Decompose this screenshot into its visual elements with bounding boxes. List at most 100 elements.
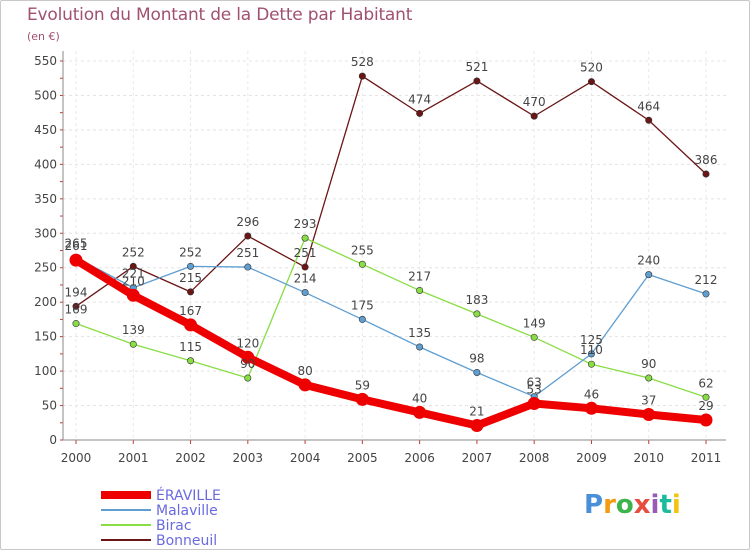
data-label-eraville: 37 <box>641 394 656 408</box>
series-line-bonneuil <box>75 75 707 307</box>
data-point-eraville <box>184 318 198 332</box>
data-label-malaville: 175 <box>351 298 374 312</box>
data-point-birac <box>530 333 538 341</box>
data-label-bonneuil: 296 <box>236 215 259 229</box>
data-point-birac <box>645 374 653 382</box>
data-point-bonneuil <box>301 263 309 271</box>
data-point-bonneuil <box>645 116 653 124</box>
data-label-eraville: 210 <box>122 274 145 288</box>
data-label-eraville: 120 <box>236 336 259 350</box>
data-label-birac: 293 <box>294 217 317 231</box>
data-point-malaville <box>244 263 252 271</box>
legend-label-birac: Birac <box>156 518 192 534</box>
y-tick-label: 450 <box>34 123 57 137</box>
data-label-birac: 149 <box>523 316 546 330</box>
data-label-malaville: 251 <box>236 246 259 260</box>
x-tick-label: 2010 <box>633 451 664 465</box>
data-label-malaville: 240 <box>637 254 660 268</box>
y-tick-label: 350 <box>34 192 57 206</box>
data-point-eraville <box>699 413 713 427</box>
data-point-birac <box>244 374 252 382</box>
data-point-eraville <box>470 419 484 433</box>
data-label-bonneuil: 474 <box>408 92 431 106</box>
data-point-eraville <box>584 401 598 415</box>
data-point-birac <box>416 286 424 294</box>
data-point-birac <box>301 234 309 242</box>
series-line-birac <box>75 237 707 398</box>
series-line-eraville <box>72 256 710 430</box>
data-label-bonneuil: 252 <box>122 245 145 259</box>
data-point-malaville <box>645 271 653 279</box>
data-point-bonneuil <box>473 77 481 85</box>
logo-letter: o <box>615 490 634 520</box>
data-point-malaville <box>587 350 595 358</box>
data-point-birac <box>702 393 710 401</box>
legend-label-bonneuil: Bonneuil <box>156 533 217 549</box>
x-tick-label: 2011 <box>691 451 722 465</box>
data-label-bonneuil: 386 <box>695 153 718 167</box>
data-label-eraville: 40 <box>412 391 427 405</box>
y-tick-label: 400 <box>34 157 57 171</box>
data-point-bonneuil <box>702 170 710 178</box>
logo-letter: x <box>633 490 651 520</box>
y-tick-label: 150 <box>34 330 57 344</box>
data-point-malaville <box>358 315 366 323</box>
data-label-bonneuil: 194 <box>65 285 88 299</box>
x-tick-label: 2008 <box>519 451 550 465</box>
x-tick-label: 2002 <box>175 451 206 465</box>
x-tick-label: 2003 <box>233 451 264 465</box>
y-tick-label: 500 <box>34 88 57 102</box>
x-tick-label: 2007 <box>462 451 493 465</box>
data-point-malaville <box>187 262 195 270</box>
data-label-eraville: 46 <box>584 387 599 401</box>
data-point-eraville <box>527 396 541 410</box>
data-label-bonneuil: 464 <box>637 99 660 113</box>
data-point-eraville <box>298 378 312 392</box>
data-point-eraville <box>69 253 83 267</box>
data-point-birac <box>473 310 481 318</box>
y-tick-label: 100 <box>34 364 57 378</box>
data-label-malaville: 212 <box>695 273 718 287</box>
data-point-bonneuil <box>129 262 137 270</box>
data-label-birac: 139 <box>122 323 145 337</box>
y-tick-label: 250 <box>34 261 57 275</box>
data-label-malaville: 252 <box>179 245 202 259</box>
legend-label-malaville: Malaville <box>156 503 218 519</box>
y-tick-label: 0 <box>49 433 57 447</box>
data-point-eraville <box>126 288 140 302</box>
data-point-birac <box>358 260 366 268</box>
data-point-bonneuil <box>187 288 195 296</box>
data-label-birac: 217 <box>408 269 431 283</box>
proxiti-logo: Proxiti <box>584 490 681 520</box>
data-label-birac: 90 <box>641 357 656 371</box>
data-label-eraville: 59 <box>355 378 370 392</box>
data-point-eraville <box>355 392 369 406</box>
data-point-bonneuil <box>244 232 252 240</box>
data-label-malaville: 125 <box>580 333 603 347</box>
data-label-eraville: 21 <box>469 405 484 419</box>
data-label-eraville: 53 <box>527 382 542 396</box>
data-point-bonneuil <box>72 302 80 310</box>
y-tick-label: 50 <box>42 399 57 413</box>
logo-letter: P <box>584 490 604 520</box>
data-label-malaville: 98 <box>469 351 484 365</box>
y-tick-label: 200 <box>34 295 57 309</box>
data-label-malaville: 135 <box>408 326 431 340</box>
logo-letter: t <box>659 490 672 520</box>
data-point-bonneuil <box>530 112 538 120</box>
chart-subtitle: (en €) <box>27 30 60 43</box>
legend-label-eraville: ÉRAVILLE <box>156 487 221 504</box>
data-label-eraville: 167 <box>179 304 202 318</box>
data-point-malaville <box>301 289 309 297</box>
x-tick-label: 2005 <box>347 451 378 465</box>
data-label-malaville: 265 <box>65 236 88 250</box>
y-tick-label: 300 <box>34 226 57 240</box>
x-tick-label: 2004 <box>290 451 321 465</box>
data-label-birac: 255 <box>351 243 374 257</box>
data-label-bonneuil: 521 <box>465 60 488 74</box>
data-point-eraville <box>642 408 656 422</box>
x-tick-label: 2000 <box>61 451 92 465</box>
logo-letter: i <box>671 490 681 520</box>
data-label-bonneuil: 251 <box>294 246 317 260</box>
